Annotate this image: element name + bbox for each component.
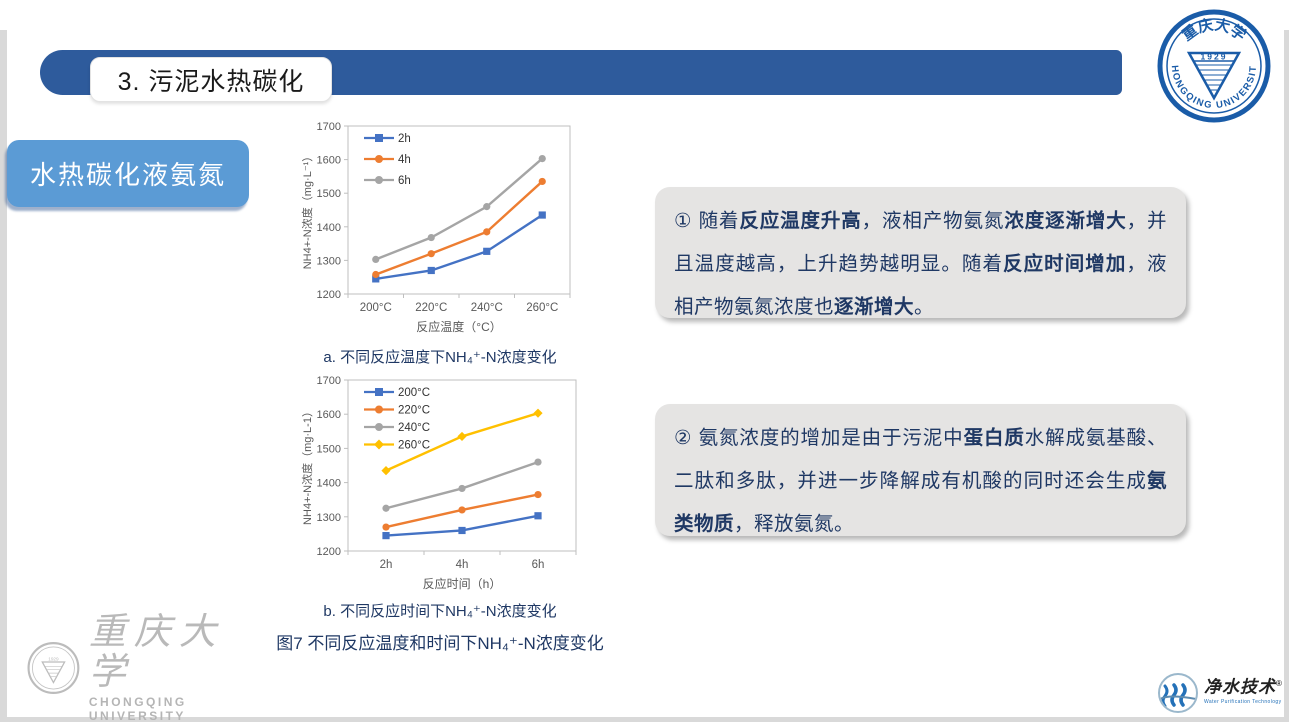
svg-text:1700: 1700 — [317, 121, 341, 133]
note-text: ，并且温度越高，上升趋势越明显。随着 — [674, 210, 1167, 275]
svg-text:240°C: 240°C — [398, 422, 430, 434]
svg-text:1700: 1700 — [317, 375, 341, 387]
page-edge-bottom — [0, 717, 1289, 722]
chart-a-caption: a. 不同反应温度下NH₄⁺-N浓度变化 — [323, 349, 557, 366]
note-emphasis: 氨类物质 — [674, 470, 1167, 535]
svg-text:1300: 1300 — [317, 512, 341, 524]
note-emphasis: 反应温度升高 — [739, 210, 862, 232]
svg-text:1600: 1600 — [317, 155, 341, 167]
watertech-en-text: Water Purification Technology — [1204, 699, 1282, 706]
svg-text:反应时间（h）: 反应时间（h） — [423, 576, 502, 591]
page-edge-left — [0, 30, 7, 722]
chongqing-university-watermark-logo: 1929 重庆大学 CHONGQING UNIVERSITY — [26, 613, 261, 723]
chart-temperature-nh4n: 1200 1300 1400 1500 1600 1700 200°C 220°C 240°C 2… — [298, 120, 580, 338]
note-text: ① 随着 — [674, 210, 740, 232]
svg-text:1200: 1200 — [317, 289, 341, 301]
section-label-text: 水热碳化液氨氮 — [29, 160, 226, 190]
note-box-1: ① 随着反应温度升高，液相产物氨氮浓度逐渐增大，并且温度越高，上升趋势越明显。随… — [655, 187, 1186, 318]
note-box-2: ② 氨氮浓度的增加是由于污泥中蛋白质水解成氨基酸、二肽和多肽，并进一步降解成有机… — [655, 404, 1186, 536]
svg-text:1500: 1500 — [317, 443, 341, 455]
note-text: ，释放氨氮。 — [734, 513, 855, 535]
svg-text:NH4+-N浓度（mg·L-1）: NH4+-N浓度（mg·L-1） — [300, 406, 314, 525]
svg-text:6h: 6h — [532, 559, 545, 571]
svg-text:200°C: 200°C — [398, 387, 430, 399]
watertech-cn-text: 净水技术 — [1204, 677, 1276, 697]
note-text: 水解成氨基酸、二肽和多肽，并进一步降解成有机酸的同时还会生成 — [674, 427, 1167, 492]
watermark-seal-icon: 1929 — [27, 642, 80, 694]
chart_a-svg: 1200 1300 1400 1500 1600 1700 200°C 220°C 240°C 2… — [300, 121, 571, 334]
svg-text:200°C: 200°C — [360, 302, 392, 314]
watermark-year: 1929 — [48, 656, 59, 661]
note-text: ，液相产物氨氮浓度也 — [674, 253, 1167, 318]
chart-time-nh4n: 1200 1300 1400 1500 1600 1700 2h 4h 6h 反应时间（h） NH4… — [298, 374, 586, 595]
seal-year-text: 1929 — [1201, 52, 1228, 62]
chart-b-caption: b. 不同反应时间下NH₄⁺-N浓度变化 — [323, 603, 557, 620]
page-title-box: 3. 污泥水热碳化 — [90, 57, 332, 102]
svg-text:4h: 4h — [456, 559, 469, 571]
svg-text:4h: 4h — [398, 154, 411, 166]
svg-text:1600: 1600 — [317, 409, 341, 421]
svg-text:260°C: 260°C — [526, 302, 558, 314]
svg-text:反应温度（°C）: 反应温度（°C） — [416, 319, 501, 334]
svg-text:220°C: 220°C — [415, 302, 447, 314]
watermark-en-text: CHONGQING UNIVERSITY — [88, 695, 187, 723]
svg-text:1200: 1200 — [317, 546, 341, 558]
svg-text:NH4+-N浓度（mg·L⁻¹）: NH4+-N浓度（mg·L⁻¹） — [300, 151, 314, 270]
water-tech-logo: 净水技术® Water Purification Technology — [1157, 668, 1285, 718]
svg-text:2h: 2h — [398, 133, 411, 145]
svg-text:6h: 6h — [398, 175, 411, 187]
svg-text:1500: 1500 — [317, 188, 341, 200]
svg-text:220°C: 220°C — [398, 405, 430, 417]
note-text: 。 — [914, 296, 935, 318]
svg-text:1400: 1400 — [317, 478, 341, 490]
chart_b-svg: 1200 1300 1400 1500 1600 1700 2h 4h 6h 反应时间（h） NH4… — [300, 375, 577, 591]
svg-text:240°C: 240°C — [471, 302, 503, 314]
svg-text:2h: 2h — [380, 559, 393, 571]
note-text: ，液相产物氨氮 — [861, 210, 1005, 232]
figure-caption: 图7 不同反应温度和时间下NH₄⁺-N浓度变化 — [276, 634, 604, 653]
note-emphasis: 反应时间增加 — [1003, 253, 1127, 275]
chongqing-university-seal-logo: 重庆大学 CHONGQING UNIVERSITY 1929 — [1156, 8, 1271, 123]
note-emphasis: 浓度逐渐增大 — [1004, 210, 1127, 232]
svg-text:1300: 1300 — [317, 255, 341, 267]
note-emphasis: 蛋白质 — [963, 427, 1025, 449]
section-label: 水热碳化液氨氮 — [7, 140, 249, 207]
svg-text:1400: 1400 — [317, 222, 341, 234]
page-edge-right — [1284, 30, 1289, 722]
page-title: 3. 污泥水热碳化 — [117, 67, 305, 96]
water-waves-icon — [1158, 673, 1198, 713]
note-emphasis: 逐渐增大 — [834, 296, 915, 318]
svg-text:260°C: 260°C — [398, 440, 430, 452]
watermark-cn-text: 重庆大学 — [88, 612, 224, 693]
note-text: ② 氨氮浓度的增加是由于污泥中 — [674, 427, 964, 449]
registered-mark: ® — [1276, 678, 1282, 688]
